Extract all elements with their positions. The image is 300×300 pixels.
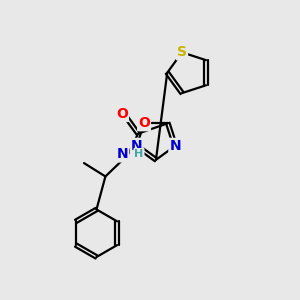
- Text: N: N: [169, 139, 181, 153]
- Text: H: H: [134, 149, 144, 159]
- Text: O: O: [116, 107, 128, 121]
- Text: O: O: [138, 116, 150, 130]
- Text: N: N: [116, 148, 128, 161]
- Text: S: S: [177, 45, 187, 59]
- Text: N: N: [131, 139, 142, 153]
